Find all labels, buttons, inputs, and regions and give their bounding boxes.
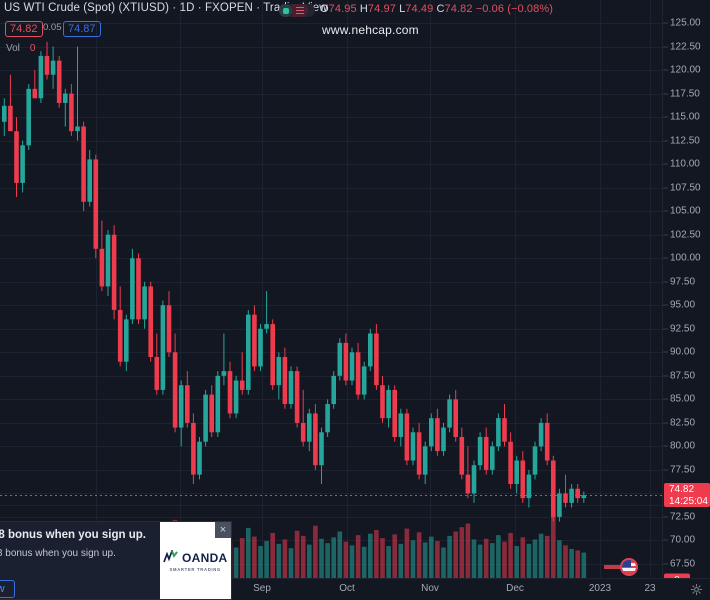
volume-legend-value: 0: [29, 43, 36, 54]
price-tick-label: 112.50: [670, 135, 700, 147]
price-tick-mark: [663, 375, 668, 377]
price-tick-mark: [663, 281, 668, 283]
price-tick-label: 107.50: [670, 182, 701, 194]
price-tick-label: 70.00: [670, 534, 696, 546]
price-tick-mark: [663, 539, 668, 541]
close-label: C: [436, 3, 445, 15]
low-value: 74.49: [405, 3, 434, 15]
close-value: 74.82: [444, 3, 473, 15]
candles-visible-icon[interactable]: [279, 4, 292, 17]
price-tick-label: 95.00: [670, 299, 696, 311]
volume-legend-label: Vol: [6, 43, 20, 54]
price-axis[interactable]: 74.82 14:25:04 0 125.00122.50120.00117.5…: [662, 0, 710, 587]
price-tick-label: 72.50: [670, 511, 696, 523]
chart-header: US WTI Crude (Spot) (XTIUSD) · 1D · FXOP…: [0, 0, 710, 20]
us-flag-badge-icon[interactable]: [620, 558, 638, 576]
oanda-wordmark: OANDA: [182, 550, 228, 565]
spread-value: 0.05: [43, 22, 62, 33]
price-tick-label: 77.50: [670, 464, 696, 476]
price-tick-label: 102.50: [670, 229, 701, 241]
open-label: O: [320, 3, 329, 15]
price-tick-mark: [663, 328, 668, 330]
low-label: L: [399, 3, 406, 15]
price-tick-label: 120.00: [670, 64, 701, 76]
price-tick-label: 122.50: [670, 41, 701, 53]
ad-headline: a SG$388 bonus when you sign up.: [0, 529, 146, 541]
chart-pane[interactable]: [0, 0, 662, 578]
price-tick-mark: [663, 304, 668, 306]
ad-subline: sit SG$388 bonus when you sign up.: [0, 548, 116, 559]
price-tick-label: 125.00: [670, 17, 701, 29]
price-tick-mark: [663, 140, 668, 142]
last-price-label: 74.82 14:25:04: [664, 483, 710, 508]
price-tick-mark: [663, 116, 668, 118]
time-tick-label: Dec: [506, 583, 524, 594]
price-tick-label: 105.00: [670, 205, 701, 217]
price-tick-label: 97.50: [670, 276, 696, 288]
price-tick-label: 100.00: [670, 252, 701, 264]
last-price-value: 74.82: [669, 484, 695, 496]
promo-ad-overlay[interactable]: a SG$388 bonus when you sign up. sit SG$…: [0, 521, 232, 600]
ad-brand-panel: × OANDA SMARTER TRADING: [159, 522, 231, 599]
candlestick-series: [2, 41, 587, 522]
change-percent: (−0.08%): [507, 3, 553, 15]
price-tick-label: 85.00: [670, 393, 696, 405]
price-tick-label: 115.00: [670, 111, 700, 123]
high-value: 74.97: [367, 3, 396, 15]
price-tick-mark: [663, 469, 668, 471]
open-value: 74.95: [328, 3, 357, 15]
flag-trail: [604, 565, 622, 569]
chart-gridlines: [0, 0, 662, 578]
time-tick-label: 2023: [588, 583, 612, 594]
ad-cta-button[interactable]: ade now: [0, 580, 15, 598]
volume-legend[interactable]: Vol 0: [6, 43, 35, 54]
price-tick-mark: [663, 234, 668, 236]
price-tick-label: 80.00: [670, 440, 696, 452]
change-value: −0.06: [475, 3, 505, 15]
flag-canton: [622, 560, 631, 567]
price-tick-mark: [663, 163, 668, 165]
price-tick-mark: [663, 351, 668, 353]
price-tick-mark: [663, 22, 668, 24]
site-watermark: www.nehcap.com: [322, 23, 419, 37]
price-tick-mark: [663, 445, 668, 447]
close-icon[interactable]: ×: [215, 522, 231, 538]
price-tick-label: 92.50: [670, 323, 696, 335]
price-tick-label: 87.50: [670, 370, 696, 382]
price-tick-label: 67.50: [670, 558, 696, 570]
time-tick-label: 23: [644, 583, 656, 594]
price-tick-mark: [663, 46, 668, 48]
symbol-title[interactable]: US WTI Crude (Spot) (XTIUSD) · 1D · FXOP…: [4, 2, 328, 14]
oanda-logo-icon: OANDA: [163, 549, 228, 565]
price-tick-mark: [663, 210, 668, 212]
price-tick-mark: [663, 422, 668, 424]
series-visibility-toggle[interactable]: [279, 4, 315, 17]
price-tick-mark: [663, 257, 668, 259]
last-price-line: [0, 495, 662, 496]
last-price-time: 14:25:04: [669, 495, 708, 507]
ask-price-badge[interactable]: 74.87: [63, 21, 101, 37]
ohlc-readout: O74.95 H74.97 L74.49 C74.82 −0.06 (−0.08…: [320, 3, 553, 15]
price-tick-mark: [663, 187, 668, 189]
time-tick-label: Sep: [253, 583, 271, 594]
bid-price-badge[interactable]: 74.82: [5, 21, 43, 37]
depth-bars-icon[interactable]: [292, 4, 308, 17]
time-tick-label: Nov: [421, 583, 439, 594]
price-tick-mark: [663, 516, 668, 518]
price-tick-label: 90.00: [670, 346, 696, 358]
ad-copy: a SG$388 bonus when you sign up. sit SG$…: [0, 522, 160, 599]
settings-gear-icon[interactable]: [690, 583, 703, 596]
oanda-tagline: SMARTER TRADING: [169, 566, 221, 572]
price-tick-mark: [663, 398, 668, 400]
price-tick-mark: [663, 69, 668, 71]
price-tick-label: 82.50: [670, 417, 696, 429]
price-tick-label: 117.50: [670, 88, 700, 100]
ad-terms: ns apply: [0, 562, 154, 573]
price-tick-label: 110.00: [670, 158, 700, 170]
time-tick-label: Oct: [339, 583, 355, 594]
price-tick-mark: [663, 93, 668, 95]
price-tick-mark: [663, 563, 668, 565]
high-label: H: [359, 3, 368, 15]
